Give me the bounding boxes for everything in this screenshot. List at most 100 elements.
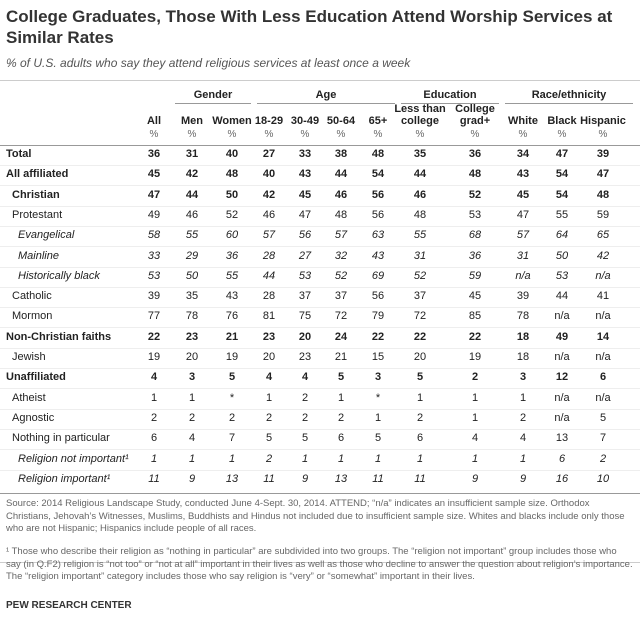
- cell: 68: [468, 229, 482, 242]
- cell: 22: [371, 330, 385, 343]
- cell: n/a: [515, 269, 531, 282]
- cell: 42: [185, 168, 199, 181]
- cell: 39: [596, 148, 610, 160]
- cell: 46: [334, 188, 348, 201]
- cell: 6: [416, 432, 424, 445]
- cell: 53: [555, 269, 569, 282]
- row-label: Evangelical: [18, 229, 75, 242]
- group-header: Education: [401, 89, 499, 104]
- footnote: ¹ Those who describe their religion as “…: [6, 546, 633, 582]
- cell: 21: [334, 351, 348, 363]
- cell: 53: [298, 269, 312, 282]
- cell: 4: [188, 432, 196, 445]
- cell: n/a: [595, 310, 611, 323]
- rule: [0, 80, 640, 81]
- cell: 43: [225, 290, 239, 303]
- row-label: Total: [6, 148, 32, 160]
- cell: 43: [371, 249, 385, 262]
- column-header: 18-29: [254, 115, 284, 127]
- cell: 6: [599, 371, 607, 384]
- cell: 9: [519, 472, 527, 485]
- cell: 72: [334, 310, 348, 323]
- cell: 4: [301, 371, 309, 384]
- cell: 5: [301, 432, 309, 445]
- cell: 39: [516, 290, 530, 303]
- cell: 77: [147, 310, 161, 323]
- cell: *: [375, 391, 381, 404]
- cell: 10: [596, 472, 610, 485]
- cell: *: [229, 391, 235, 404]
- cell: n/a: [554, 310, 570, 323]
- cell: 2: [301, 411, 309, 424]
- row-label: Mormon: [12, 310, 53, 323]
- cell: 19: [468, 351, 482, 363]
- cell: 20: [298, 330, 312, 343]
- row-label: Mainline: [18, 249, 59, 262]
- cell: 7: [599, 432, 607, 445]
- cell: 69: [371, 269, 385, 282]
- cell: 13: [225, 472, 239, 485]
- cell: 3: [519, 371, 527, 384]
- cell: 5: [416, 371, 424, 384]
- cell: 45: [147, 168, 161, 181]
- row-rule: [0, 225, 640, 227]
- cell: 35: [185, 290, 199, 303]
- row-label: Religion important¹: [18, 472, 111, 485]
- column-header: Less than college: [394, 103, 446, 127]
- cell: 72: [413, 310, 427, 323]
- row-rule: [0, 246, 640, 248]
- cell: 2: [265, 452, 273, 465]
- row-label: Christian: [12, 188, 60, 201]
- cell: 47: [298, 208, 312, 221]
- unit-label: %: [518, 129, 528, 140]
- cell: 48: [468, 168, 482, 181]
- cell: 50: [185, 269, 199, 282]
- cell: 2: [188, 411, 196, 424]
- cell: 57: [262, 229, 276, 242]
- unit-label: %: [264, 129, 274, 140]
- cell: 38: [334, 148, 348, 160]
- cell: 11: [372, 472, 384, 485]
- cell: n/a: [554, 391, 570, 404]
- cell: 48: [225, 168, 239, 181]
- cell: 78: [516, 310, 530, 323]
- cell: 53: [147, 269, 161, 282]
- cell: 11: [414, 472, 426, 485]
- cell: 52: [334, 269, 348, 282]
- cell: 31: [185, 148, 199, 160]
- cell: 16: [555, 472, 569, 485]
- cell: 65: [596, 229, 610, 242]
- cell: 2: [519, 411, 527, 424]
- cell: 52: [468, 188, 482, 201]
- cell: 64: [555, 229, 569, 242]
- rule: [0, 145, 640, 146]
- row-rule: [0, 266, 640, 268]
- cell: 78: [185, 310, 199, 323]
- cell: 3: [374, 371, 382, 384]
- cell: 29: [185, 249, 199, 262]
- cell: 57: [334, 229, 348, 242]
- row-rule: [0, 469, 640, 471]
- group-header: Race/ethnicity: [505, 89, 633, 104]
- cell: 35: [413, 148, 427, 160]
- cell: 2: [150, 411, 158, 424]
- cell: 56: [298, 229, 312, 242]
- cell: 4: [150, 371, 158, 384]
- cell: 18: [516, 351, 530, 363]
- cell: 1: [188, 452, 196, 465]
- unit-label: %: [557, 129, 567, 140]
- cell: 44: [413, 168, 427, 181]
- cell: 28: [262, 249, 276, 262]
- cell: 55: [413, 229, 427, 242]
- cell: 36: [225, 249, 239, 262]
- row-label: Unaffiliated: [6, 371, 66, 384]
- cell: 1: [519, 452, 527, 465]
- row-rule: [0, 408, 640, 410]
- cell: 48: [413, 208, 427, 221]
- cell: 13: [555, 432, 569, 445]
- row-rule: [0, 347, 640, 349]
- cell: 9: [188, 472, 196, 485]
- column-header: Men: [181, 115, 203, 127]
- credit: PEW RESEARCH CENTER: [6, 600, 132, 611]
